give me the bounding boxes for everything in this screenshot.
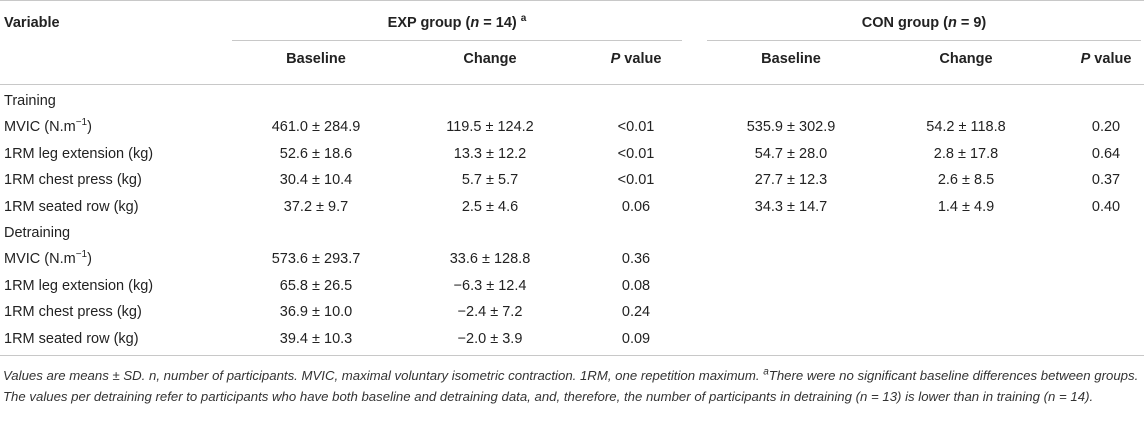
subheader-con-change: Change bbox=[939, 51, 993, 67]
table-cell-con-baseline: 34.3 ± 14.7 bbox=[754, 198, 828, 215]
table-cell-con-p: 0.37 bbox=[1091, 172, 1121, 189]
table-cell-exp-p: 0.08 bbox=[621, 277, 651, 294]
subheader-con-p: P value bbox=[1080, 51, 1132, 67]
row-label: 1RM chest press (kg) bbox=[4, 304, 142, 321]
table-cell-exp-baseline: 39.4 ± 10.3 bbox=[279, 330, 353, 347]
header-con-group: CON group (n = 9) bbox=[861, 15, 987, 31]
table-cell-exp-change: 5.7 ± 5.7 bbox=[461, 172, 519, 189]
con-group-rule bbox=[707, 40, 1141, 41]
header-variable: Variable bbox=[4, 15, 60, 31]
table-cell-exp-change: −6.3 ± 12.4 bbox=[453, 277, 527, 294]
header-rule bbox=[0, 84, 1144, 85]
table-cell-exp-p: 0.24 bbox=[621, 304, 651, 321]
table-cell-con-p: 0.64 bbox=[1091, 145, 1121, 162]
table-cell-exp-change: 13.3 ± 12.2 bbox=[453, 145, 527, 162]
section-title: Detraining bbox=[4, 225, 71, 241]
row-label: 1RM seated row (kg) bbox=[4, 198, 139, 215]
row-label: 1RM leg extension (kg) bbox=[4, 145, 154, 162]
table-cell-exp-p: <0.01 bbox=[617, 145, 655, 162]
table-cell-exp-p: 0.06 bbox=[621, 198, 651, 215]
exp-group-rule bbox=[232, 40, 682, 41]
table-cell-exp-baseline: 573.6 ± 293.7 bbox=[271, 251, 361, 268]
table-cell-exp-baseline: 30.4 ± 10.4 bbox=[279, 172, 353, 189]
table-cell-exp-baseline: 36.9 ± 10.0 bbox=[279, 304, 353, 321]
table-cell-con-change: 2.6 ± 8.5 bbox=[937, 172, 995, 189]
table-cell-exp-change: 119.5 ± 124.2 bbox=[446, 119, 534, 136]
table-cell-exp-baseline: 65.8 ± 26.5 bbox=[279, 277, 353, 294]
table-cell-con-baseline: 535.9 ± 302.9 bbox=[746, 119, 836, 136]
table-cell-con-p: 0.20 bbox=[1091, 119, 1121, 136]
table-cell-con-baseline: 27.7 ± 12.3 bbox=[754, 172, 828, 189]
table-cell-con-change: 54.2 ± 118.8 bbox=[926, 119, 1006, 136]
table-cell-exp-p: <0.01 bbox=[617, 119, 655, 136]
top-rule bbox=[0, 0, 1144, 1]
section-title: Training bbox=[4, 93, 56, 109]
subheader-con-baseline: Baseline bbox=[761, 51, 821, 67]
subheader-exp-change: Change bbox=[463, 51, 517, 67]
table-cell-exp-baseline: 37.2 ± 9.7 bbox=[283, 198, 349, 215]
row-label: MVIC (N.m−1) bbox=[4, 117, 92, 136]
row-label: 1RM leg extension (kg) bbox=[4, 277, 154, 294]
table-cell-exp-baseline: 52.6 ± 18.6 bbox=[279, 145, 353, 162]
subheader-exp-p: P value bbox=[610, 51, 662, 67]
table-cell-con-change: 1.4 ± 4.9 bbox=[937, 198, 995, 215]
table-cell-exp-change: −2.0 ± 3.9 bbox=[457, 330, 523, 347]
table-cell-exp-p: 0.36 bbox=[621, 251, 651, 268]
table-cell-con-baseline: 54.7 ± 28.0 bbox=[754, 145, 828, 162]
table-caption: Values are means ± SD. n, number of part… bbox=[3, 366, 1139, 404]
table-cell-con-p: 0.40 bbox=[1091, 198, 1121, 215]
table-cell-exp-change: 33.6 ± 128.8 bbox=[449, 251, 531, 268]
table-cell-exp-baseline: 461.0 ± 284.9 bbox=[271, 119, 361, 136]
table-cell-con-change: 2.8 ± 17.8 bbox=[933, 145, 999, 162]
row-label: MVIC (N.m−1) bbox=[4, 249, 92, 268]
table-cell-exp-p: 0.09 bbox=[621, 330, 651, 347]
subheader-exp-baseline: Baseline bbox=[286, 51, 346, 67]
table-cell-exp-change: −2.4 ± 7.2 bbox=[457, 304, 523, 321]
table-cell-exp-p: <0.01 bbox=[617, 172, 655, 189]
row-label: 1RM seated row (kg) bbox=[4, 330, 139, 347]
bottom-rule bbox=[0, 355, 1144, 356]
table-cell-exp-change: 2.5 ± 4.6 bbox=[461, 198, 519, 215]
row-label: 1RM chest press (kg) bbox=[4, 172, 142, 189]
header-exp-group: EXP group (n = 14) a bbox=[387, 13, 527, 31]
